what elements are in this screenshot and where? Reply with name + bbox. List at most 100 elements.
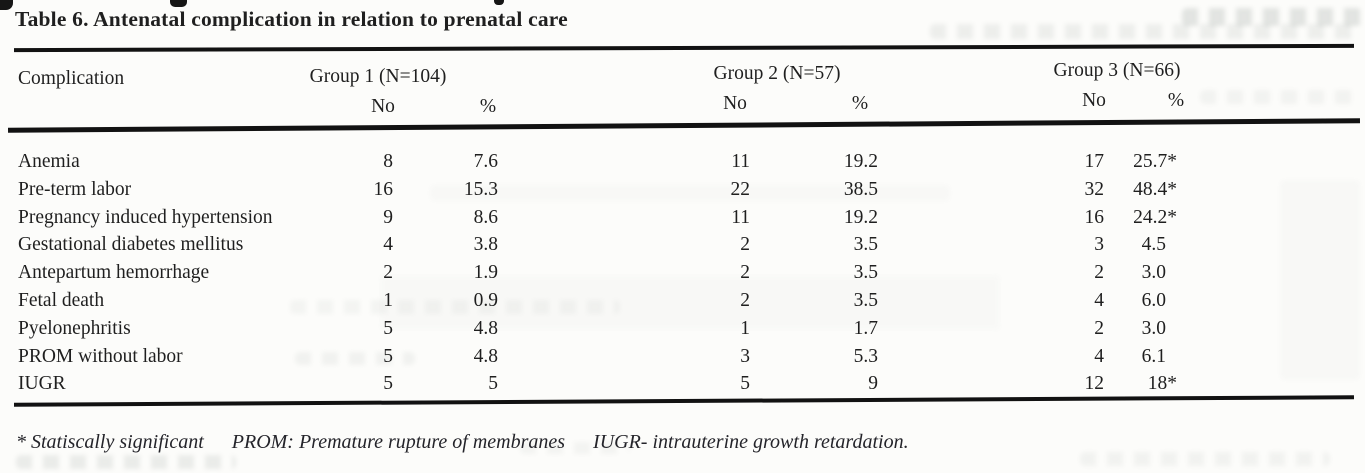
cell-filler [1177,148,1350,176]
scan-edge-speck [0,0,13,10]
scan-edge-speck [170,0,187,7]
cell-g2-pct: 38.5 [843,178,878,200]
cell-g3-no: 12 [1084,373,1105,395]
cell-g1-pct: 3.8 [473,234,498,256]
cell-g1-pct: 15.3 [463,178,498,200]
cell-g2-no: 3 [740,345,750,367]
cell-g3-pct: 48.4* [1133,178,1177,200]
table-row: Pregnancy induced hypertension 9 8.6 11 … [18,204,1350,232]
bleedthrough-smudge [16,455,236,469]
cell-g2-pct: 3.5 [853,289,878,311]
cell-g2-pct: 3.5 [853,234,878,256]
bleedthrough-smudge [930,24,1360,39]
table-row: Anemia 8 7.6 11 19.2 17 25.7* [18,148,1350,176]
column-header-group3-pct: % [1167,90,1185,111]
column-header-group3: Group 3 (N=66) [1053,60,1181,81]
cell-filler [1177,176,1350,204]
cell-filler [1177,287,1350,315]
cell-g1-no: 5 [383,317,393,339]
cell-g3-pct: 4.5 [1141,234,1166,256]
cell-filler [1177,231,1350,259]
cell-g1-pct: 4.8 [473,345,498,367]
cell-g2-no: 11 [731,151,750,172]
table-row: Pre-term labor 16 15.3 22 38.5 32 48.4* [18,176,1350,204]
cell-g1-pct: 0.9 [473,289,498,311]
cell-g3-pct: 6.1 [1141,345,1166,367]
cell-g2-pct: 19.2 [843,151,878,172]
cell-g2-pct: 9 [868,373,878,395]
cell-g3-pct: 24.2* [1133,206,1177,228]
cell-g1-no: 4 [383,234,393,256]
cell-g1-no: 5 [383,345,393,367]
table-row: Gestational diabetes mellitus 4 3.8 2 3.… [18,231,1350,259]
cell-complication: Anemia [18,151,80,172]
cell-g2-no: 11 [731,206,750,228]
cell-g3-pct: 25.7* [1133,151,1177,172]
column-header-complication: Complication [18,68,125,89]
cell-g1-pct: 1.9 [473,262,498,284]
cell-g3-pct: 18* [1147,373,1177,395]
cell-g3-no: 4 [1094,345,1104,367]
bleedthrough-smudge [1200,90,1360,104]
cell-g3-no: 16 [1084,206,1105,228]
cell-g3-no: 17 [1084,151,1105,172]
cell-complication: Pregnancy induced hypertension [18,206,273,228]
cell-complication: Pre-term labor [18,178,132,200]
cell-g3-no: 3 [1094,234,1104,256]
cell-g3-pct: 3.0 [1141,317,1166,339]
cell-g3-pct: 6.0 [1141,289,1166,311]
column-header-group2-no: No [723,93,747,114]
cell-g2-pct: 3.5 [853,262,878,284]
footnote-prom: PROM: Premature rupture of membranes [231,431,566,453]
cell-g2-pct: 19.2 [843,206,878,228]
table-row: Pyelonephritis 5 4.8 1 1.7 2 3.0 [18,315,1350,343]
scan-edge-speck [494,0,504,5]
cell-g2-no: 5 [740,373,750,395]
footnote-significance: * Statiscally significant [16,431,204,453]
cell-g2-no: 2 [740,234,750,256]
cell-g1-pct: 8.6 [473,206,498,228]
cell-complication: IUGR [18,373,66,395]
column-header-group3-no: No [1082,90,1106,111]
cell-complication: Antepartum hemorrhage [18,262,210,284]
cell-g1-no: 8 [383,151,393,172]
table-row: Antepartum hemorrhage 2 1.9 2 3.5 2 3.0 [18,259,1350,287]
cell-filler [1177,315,1350,343]
cell-g2-no: 1 [740,317,750,339]
rule-header [8,118,1360,133]
cell-complication: Fetal death [18,289,105,311]
cell-g3-no: 4 [1094,289,1104,311]
cell-g3-no: 2 [1094,317,1104,339]
bleedthrough-smudge [1080,452,1330,466]
cell-g1-no: 9 [383,206,393,228]
cell-complication: Gestational diabetes mellitus [18,234,244,256]
bleedthrough-smudge [1182,8,1362,26]
rule-top [13,43,1355,53]
cell-complication: PROM without labor [18,345,183,367]
cell-g1-no: 5 [383,373,393,395]
column-header-group2-pct: % [851,93,869,114]
cell-complication: Pyelonephritis [18,317,131,339]
cell-g2-no: 2 [740,289,750,311]
cell-g3-no: 2 [1094,262,1104,284]
column-header-group2: Group 2 (N=57) [713,63,841,84]
cell-g1-pct: 5 [488,373,498,395]
footnote-iugr: IUGR- intrauterine growth retardation. [593,431,909,453]
cell-g3-no: 32 [1084,178,1105,200]
complications-table: Anemia 8 7.6 11 19.2 17 25.7* Pre-term l… [18,148,1350,398]
column-header-group1: Group 1 (N=104) [309,66,447,87]
cell-filler [1177,259,1350,287]
cell-g2-no: 2 [740,262,750,284]
cell-g3-pct: 3.0 [1141,262,1166,284]
cell-g2-pct: 1.7 [853,317,878,339]
cell-g1-pct: 4.8 [473,317,498,339]
cell-g1-no: 2 [383,262,393,284]
column-header-group1-no: No [371,96,395,117]
cell-g1-no: 16 [373,178,394,200]
cell-filler [1177,343,1350,371]
cell-filler [1177,370,1350,398]
table-row: Fetal death 1 0.9 2 3.5 4 6.0 [18,287,1350,315]
table-title: Table 6. Antenatal complication in relat… [15,7,568,31]
table-row: IUGR 5 5 5 9 12 18* [18,370,1350,398]
